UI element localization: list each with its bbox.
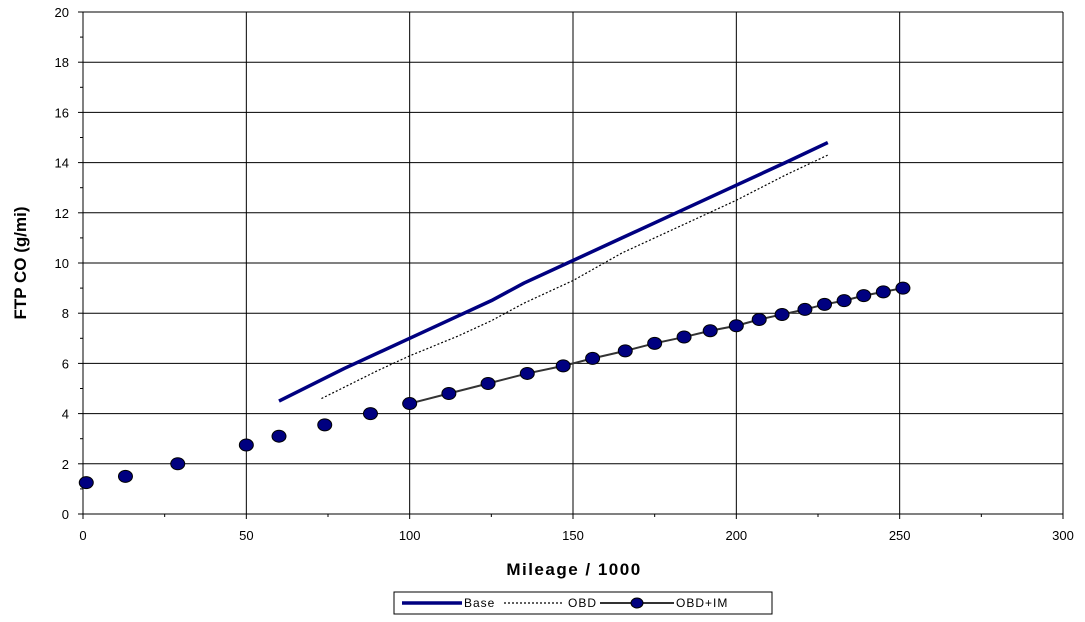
legend-label: OBD+IM (676, 596, 728, 610)
data-point (751, 312, 767, 326)
x-tick-label: 100 (399, 528, 421, 543)
data-point (836, 294, 852, 308)
data-point (856, 289, 872, 303)
data-point (271, 429, 287, 443)
y-tick-label: 8 (62, 306, 69, 321)
data-point (402, 397, 418, 411)
data-point (170, 457, 186, 471)
y-axis-title: FTP CO (g/mi) (11, 206, 30, 319)
y-tick-label: 6 (62, 356, 69, 371)
data-point (728, 319, 744, 333)
data-point (647, 336, 663, 350)
legend-box (393, 591, 773, 615)
x-tick-label: 250 (889, 528, 911, 543)
data-point (238, 438, 254, 452)
data-point (774, 307, 790, 321)
data-point (895, 281, 911, 295)
series-line (278, 140, 829, 403)
y-tick-label: 2 (62, 457, 69, 472)
y-tick-label: 10 (55, 256, 69, 271)
series-layer (78, 140, 911, 490)
data-point (362, 407, 378, 421)
legend: Base OBD OBD+IM (393, 591, 773, 615)
grid (83, 11, 1064, 514)
legend-label: Base (464, 596, 495, 610)
data-point (875, 285, 891, 299)
data-point (676, 330, 692, 344)
data-point (441, 387, 457, 401)
series-base (278, 140, 829, 403)
y-tick-label: 14 (55, 156, 69, 171)
data-point (797, 302, 813, 316)
series-obd-im (78, 281, 911, 490)
data-point (480, 376, 496, 390)
legend-label: OBD (568, 596, 597, 610)
data-point (78, 476, 94, 490)
legend-marker (630, 597, 644, 609)
y-tick-label: 16 (55, 105, 69, 120)
legend-entry: OBD+IM (600, 596, 728, 610)
y-tick-label: 20 (55, 5, 69, 20)
y-tick-label: 0 (62, 507, 69, 522)
x-tick-label: 300 (1052, 528, 1074, 543)
series-line (321, 154, 829, 400)
data-point (555, 359, 571, 373)
y-tick-label: 4 (62, 407, 69, 422)
data-point (617, 344, 633, 358)
data-point (817, 297, 833, 311)
data-point (702, 324, 718, 338)
y-tick-label: 18 (55, 55, 69, 70)
legend-entry: Base (402, 596, 495, 610)
data-point (317, 418, 333, 432)
y-tick-label: 12 (55, 206, 69, 221)
x-tick-label: 200 (725, 528, 747, 543)
data-point (519, 366, 535, 380)
data-point (117, 469, 133, 483)
data-point (585, 351, 601, 365)
series-obd (321, 154, 829, 400)
x-axis-title: Mileage / 1000 (506, 560, 641, 579)
x-tick-label: 50 (239, 528, 253, 543)
legend-entry: OBD (504, 596, 597, 610)
x-tick-label: 150 (562, 528, 584, 543)
x-tick-label: 0 (79, 528, 86, 543)
